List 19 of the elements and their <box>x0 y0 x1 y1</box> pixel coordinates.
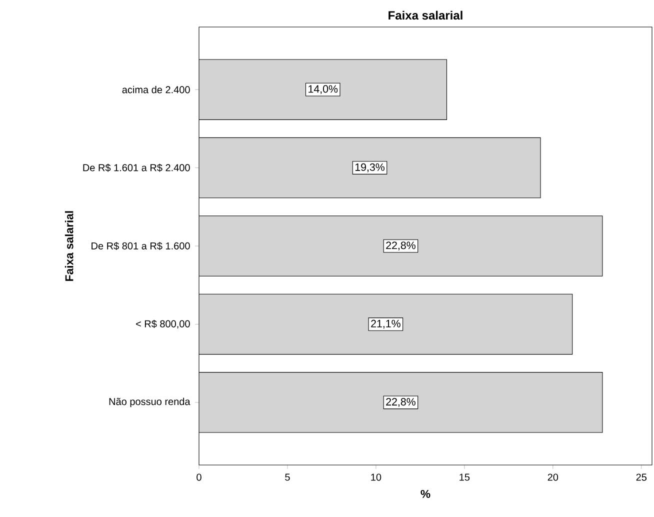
y-tick-label: < R$ 800,00 <box>136 320 190 329</box>
chart-title: Faixa salarial <box>388 10 462 20</box>
data-label: 22,8% <box>386 242 416 250</box>
data-label: 22,8% <box>386 398 416 407</box>
x-axis-title: % <box>420 490 430 498</box>
data-label: 21,1% <box>371 320 400 329</box>
x-tick-label: 20 <box>548 474 558 481</box>
x-tick-label: 15 <box>460 474 470 481</box>
y-axis-title: Faixa salarial <box>64 211 74 281</box>
y-tick-label: De R$ 1.601 a R$ 2.400 <box>83 164 190 172</box>
x-tick-label: 5 <box>285 474 290 481</box>
y-tick-label: Não possuo renda <box>109 398 190 408</box>
x-tick-label: 0 <box>196 474 202 481</box>
x-tick-label: 10 <box>371 474 382 481</box>
y-tick-label: De R$ 801 a R$ 1.600 <box>92 242 190 250</box>
data-label: 14,0% <box>308 85 338 94</box>
x-tick-label: 25 <box>636 474 647 481</box>
data-label: 19,3% <box>355 163 384 172</box>
y-tick-label: acima de 2.400 <box>122 86 190 94</box>
